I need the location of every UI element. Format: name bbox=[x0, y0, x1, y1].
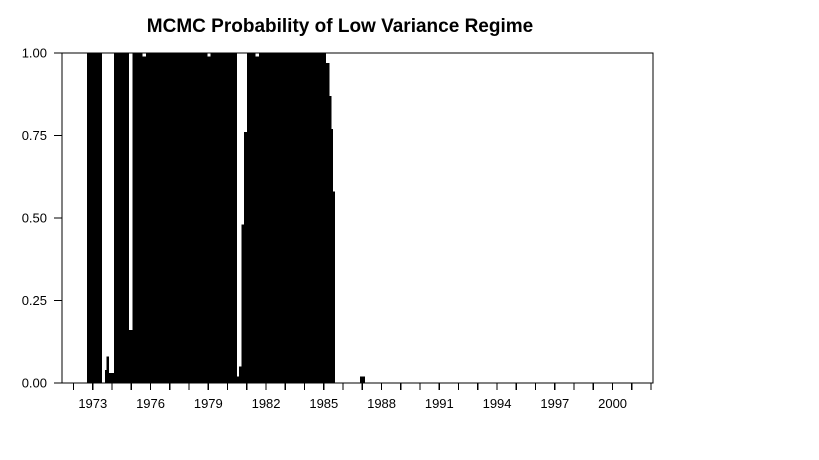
x-axis-tick-label: 1997 bbox=[540, 396, 569, 411]
probability-bar bbox=[360, 376, 366, 383]
x-axis-tick-label: 1976 bbox=[136, 396, 165, 411]
probability-bar bbox=[145, 53, 208, 383]
probability-bar bbox=[108, 373, 115, 383]
probability-bar bbox=[325, 62, 330, 384]
probability-bar bbox=[207, 56, 211, 384]
probability-bar bbox=[210, 53, 238, 383]
probability-bar bbox=[241, 224, 245, 383]
probability-bar bbox=[329, 95, 332, 384]
probability-bar bbox=[237, 376, 240, 383]
y-axis-tick-label: 0.50 bbox=[22, 211, 47, 226]
probability-bar bbox=[129, 330, 133, 383]
probability-bar bbox=[332, 191, 335, 383]
probability-bar bbox=[255, 56, 259, 384]
probability-bar bbox=[86, 53, 103, 383]
x-axis-tick-label: 1979 bbox=[194, 396, 223, 411]
probability-bar bbox=[104, 369, 107, 383]
x-axis-tick-label: 1991 bbox=[425, 396, 454, 411]
probability-bar bbox=[142, 56, 146, 384]
x-axis-tick-label: 1994 bbox=[483, 396, 512, 411]
x-axis-tick-label: 1985 bbox=[309, 396, 338, 411]
chart-title: MCMC Probability of Low Variance Regime bbox=[147, 16, 533, 37]
probability-bar bbox=[246, 53, 256, 383]
probability-bar bbox=[132, 53, 143, 383]
probability-bar bbox=[239, 366, 242, 383]
y-axis-tick-label: 1.00 bbox=[22, 46, 47, 61]
probability-bar bbox=[244, 132, 247, 383]
x-axis-tick-label: 1982 bbox=[252, 396, 281, 411]
x-axis-tick-label: 1988 bbox=[367, 396, 396, 411]
probability-bar bbox=[114, 53, 130, 383]
x-axis-tick-label: 1973 bbox=[78, 396, 107, 411]
y-axis-tick-label: 0.00 bbox=[22, 376, 47, 391]
probability-bar bbox=[106, 356, 109, 383]
y-axis-tick-label: 0.25 bbox=[22, 293, 47, 308]
probability-bar bbox=[258, 53, 326, 383]
probability-bar bbox=[331, 128, 333, 383]
x-axis-tick-label: 2000 bbox=[598, 396, 627, 411]
plot-area: 0.00 0.25 0.50 0.75 1.00 1973 1976 1979 1982 1985… bbox=[22, 46, 654, 411]
y-axis-tick-label: 0.75 bbox=[22, 128, 47, 143]
